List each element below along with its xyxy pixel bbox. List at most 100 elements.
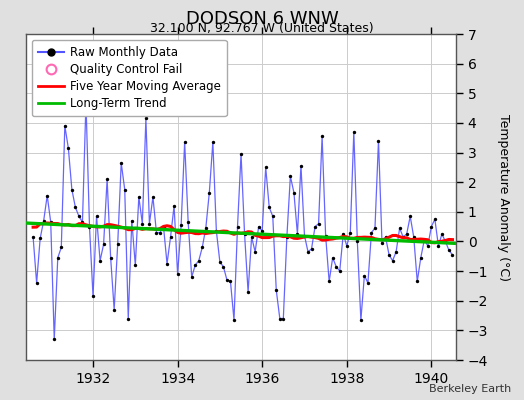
Point — [82, 99, 90, 105]
Point — [261, 164, 270, 170]
Point — [449, 252, 457, 258]
Point — [173, 271, 182, 277]
Point — [128, 218, 136, 224]
Point — [85, 224, 94, 230]
Point — [332, 264, 341, 270]
Legend: Raw Monthly Data, Quality Control Fail, Five Year Moving Average, Long-Term Tren: Raw Monthly Data, Quality Control Fail, … — [32, 40, 227, 116]
Point — [233, 224, 242, 230]
Point — [159, 224, 168, 230]
Point — [39, 218, 48, 224]
Point — [265, 204, 274, 210]
Point — [311, 224, 319, 230]
Point — [378, 240, 386, 246]
Point — [290, 189, 298, 196]
Point — [321, 232, 330, 239]
Point — [410, 234, 418, 240]
Point — [269, 213, 277, 220]
Point — [170, 203, 178, 209]
Point — [293, 231, 302, 237]
Point — [396, 225, 404, 231]
Point — [360, 272, 368, 279]
Point — [68, 186, 76, 193]
Point — [431, 216, 439, 222]
Point — [314, 220, 323, 227]
Point — [50, 336, 59, 342]
Point — [209, 139, 217, 145]
Point — [198, 244, 206, 250]
Text: DODSON 6 WNW: DODSON 6 WNW — [185, 10, 339, 28]
Point — [57, 244, 66, 250]
Point — [251, 249, 259, 255]
Text: 32.100 N, 92.767 W (United States): 32.100 N, 92.767 W (United States) — [150, 22, 374, 35]
Point — [166, 234, 174, 240]
Point — [282, 234, 291, 240]
Point — [308, 246, 316, 252]
Point — [152, 229, 161, 236]
Point — [417, 254, 425, 261]
Point — [318, 133, 326, 140]
Point — [247, 234, 256, 240]
Point — [29, 234, 37, 240]
Point — [177, 222, 185, 228]
Point — [117, 160, 125, 166]
Point — [71, 204, 80, 210]
Point — [381, 234, 390, 240]
Point — [216, 259, 224, 266]
Point — [92, 213, 101, 220]
Point — [434, 243, 443, 249]
Point — [374, 138, 383, 144]
Point — [438, 231, 446, 237]
Point — [350, 129, 358, 135]
Y-axis label: Temperature Anomaly (°C): Temperature Anomaly (°C) — [497, 114, 510, 280]
Point — [300, 232, 309, 239]
Point — [121, 186, 129, 193]
Point — [194, 258, 203, 264]
Point — [357, 317, 365, 323]
Point — [329, 254, 337, 261]
Point — [413, 278, 421, 285]
Point — [343, 243, 351, 249]
Point — [276, 315, 284, 322]
Point — [141, 115, 150, 122]
Point — [191, 262, 200, 268]
Point — [272, 287, 280, 294]
Point — [241, 231, 249, 237]
Point — [47, 219, 55, 225]
Point — [279, 315, 288, 322]
Point — [163, 260, 171, 267]
Point — [138, 220, 147, 227]
Point — [258, 228, 266, 234]
Point — [237, 151, 245, 157]
Text: Berkeley Earth: Berkeley Earth — [429, 384, 511, 394]
Point — [335, 268, 344, 274]
Point — [110, 306, 118, 313]
Point — [212, 228, 221, 234]
Point — [114, 241, 122, 248]
Point — [226, 278, 235, 285]
Point — [339, 231, 347, 237]
Point — [420, 237, 429, 243]
Point — [244, 289, 252, 295]
Point — [423, 243, 432, 249]
Point — [297, 163, 305, 169]
Point — [145, 220, 154, 227]
Point — [406, 213, 414, 220]
Point — [180, 139, 189, 145]
Point — [286, 173, 294, 180]
Point — [106, 254, 115, 261]
Point — [364, 280, 372, 286]
Point — [53, 254, 62, 261]
Point — [205, 189, 213, 196]
Point — [103, 176, 111, 182]
Point — [61, 123, 69, 129]
Point — [353, 238, 362, 245]
Point — [392, 249, 400, 255]
Point — [89, 293, 97, 300]
Point — [402, 231, 411, 237]
Point — [223, 277, 231, 283]
Point — [32, 280, 41, 286]
Point — [385, 252, 393, 258]
Point — [441, 238, 450, 245]
Point — [135, 194, 143, 200]
Point — [43, 192, 51, 199]
